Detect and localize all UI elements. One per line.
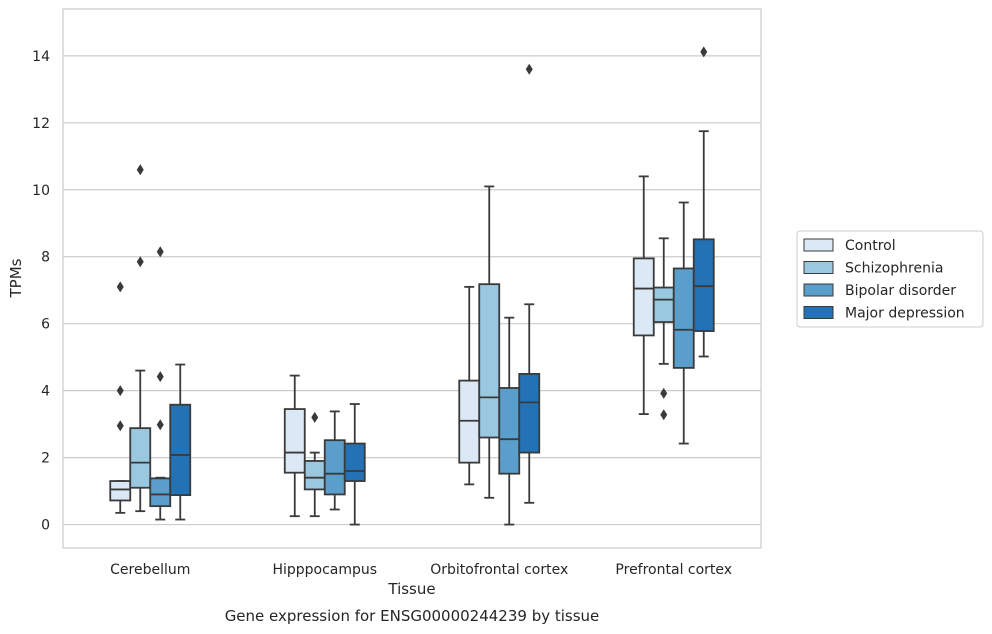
outlier-point <box>156 371 164 383</box>
box-0-1 <box>283 374 306 518</box>
legend: Control Schizophrenia Bipolar disorder Majo… <box>796 230 984 328</box>
box-2-3 <box>672 201 695 445</box>
box-iqr <box>343 442 366 482</box>
box-0-2 <box>458 285 481 486</box>
outlier-point <box>136 256 144 268</box>
y-tick-label: 14 <box>32 49 50 65</box>
chart-caption: Gene expression for ENSG00000244239 by t… <box>225 607 600 625</box>
outlier-point <box>156 419 164 431</box>
box-3-3 <box>692 46 715 358</box>
box-iqr <box>632 257 655 337</box>
y-tick-label: 2 <box>41 451 50 467</box>
box-3-2 <box>518 63 541 504</box>
outlier-point <box>660 409 668 421</box>
box-iqr <box>149 477 172 508</box>
box-iqr <box>518 373 541 454</box>
outlier-point <box>116 420 124 432</box>
y-tick-label: 12 <box>32 116 50 132</box>
box-2-2 <box>498 316 521 526</box>
box-iqr <box>498 387 521 475</box>
outlier-point <box>116 385 124 397</box>
legend-label: Major depression <box>845 306 965 322</box>
y-tick-label: 4 <box>41 384 50 400</box>
x-axis-label: Tissue <box>387 580 435 598</box>
outlier-point <box>116 281 124 293</box>
box-iqr <box>283 408 306 474</box>
box-iqr <box>129 427 152 489</box>
box-2-1 <box>323 410 346 511</box>
legend-swatch <box>803 306 834 319</box>
box-iqr <box>109 480 132 502</box>
y-tick-labels: 0 2 4 6 8 10 12 14 <box>32 49 50 534</box>
y-tick-label: 8 <box>41 250 50 266</box>
box-iqr <box>478 283 501 439</box>
box-iqr <box>303 460 326 491</box>
x-tick-labels: Cerebellum Hipppocampus Orbitofrontal cort… <box>110 562 732 578</box>
outlier-point <box>525 63 533 75</box>
plot-frame <box>62 8 762 549</box>
x-tick-label: Prefrontal cortex <box>615 562 732 578</box>
legend-swatch <box>803 261 834 274</box>
legend-label: Control <box>845 238 896 254</box>
outlier-point <box>156 246 164 258</box>
x-tick-label: Hipppocampus <box>272 562 377 578</box>
box-2-0 <box>149 246 172 521</box>
outlier-point <box>700 46 708 58</box>
box-1-1 <box>303 411 326 518</box>
y-tick-label: 10 <box>32 183 50 199</box>
outlier-point <box>660 387 668 399</box>
legend-swatch <box>803 283 834 297</box>
box-3-0 <box>169 363 192 521</box>
box-iqr <box>169 403 192 497</box>
box-iqr <box>672 267 695 369</box>
box-1-3 <box>652 237 675 421</box>
box-3-1 <box>343 403 366 526</box>
outlier-point <box>311 411 319 423</box>
box-1-2 <box>478 185 501 499</box>
x-tick-label: Cerebellum <box>110 562 190 578</box>
y-axis-label: TPMs <box>7 258 25 298</box>
y-tick-label: 0 <box>41 518 50 534</box>
legend-label: Schizophrenia <box>845 261 943 277</box>
box-iqr <box>652 286 675 323</box>
y-tick-label: 6 <box>41 317 50 333</box>
legend-label: Bipolar disorder <box>845 283 956 299</box>
boxes <box>109 46 715 526</box>
box-0-0 <box>109 281 132 514</box>
legend-swatch <box>803 238 834 252</box>
outlier-point <box>136 164 144 176</box>
legend-frame <box>796 230 984 328</box>
box-1-0 <box>129 164 152 513</box>
box-iqr <box>323 439 346 496</box>
x-tick-label: Orbitofrontal cortex <box>430 562 568 578</box>
box-0-3 <box>632 175 655 415</box>
box-iqr <box>692 238 715 332</box>
